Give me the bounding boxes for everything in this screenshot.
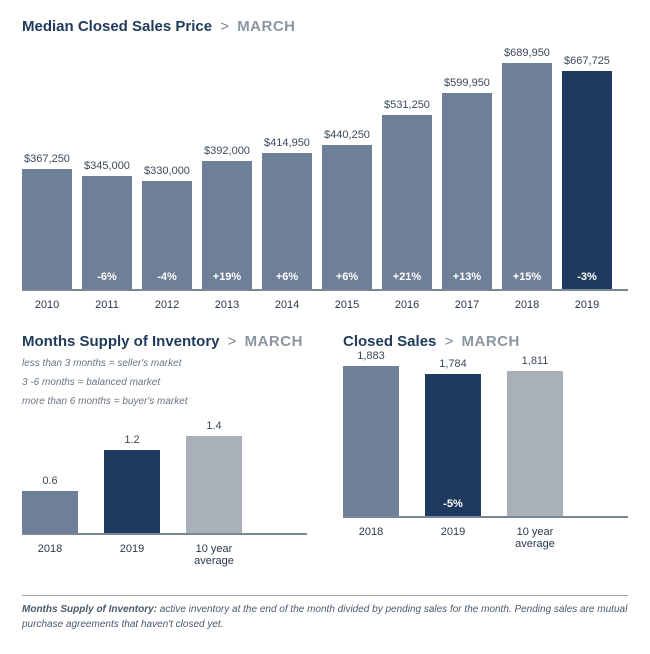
bar: -4% [142, 181, 192, 289]
value-label: 0.6 [42, 475, 57, 487]
x-label: 2010 [22, 299, 72, 311]
x-label: 2018 [22, 543, 78, 567]
x-label: 2019 [104, 543, 160, 567]
bar: +19% [202, 161, 252, 289]
bar-col: $440,250 +6% [322, 129, 372, 289]
bar-col: 1,784 -5% [425, 358, 481, 516]
bar: +6% [322, 145, 372, 289]
x-label: 2019 [562, 299, 612, 311]
bar: -6% [82, 176, 132, 289]
median-price-chart: $367,250 $345,000 -6% $330,000 -4% $392,000 +1… [22, 49, 628, 311]
bar-col: 0.6 [22, 475, 78, 533]
bar-pct-label: +13% [442, 271, 492, 283]
value-label: 1,883 [357, 350, 385, 362]
bar: -5% [425, 374, 481, 516]
value-label: $345,000 [84, 160, 130, 172]
bar [343, 366, 399, 516]
x-label: 2017 [442, 299, 492, 311]
inventory-title-sep: > [228, 333, 237, 350]
inventory-sub3: more than 6 months = buyer's market [22, 394, 307, 409]
bar-pct-label: -6% [82, 271, 132, 283]
bar [104, 450, 160, 533]
x-label: 2016 [382, 299, 432, 311]
bar-pct-label: -5% [425, 498, 481, 510]
x-label: 2012 [142, 299, 192, 311]
bar: -3% [562, 71, 612, 289]
bar-pct-label: -4% [142, 271, 192, 283]
value-label: 1,811 [522, 355, 549, 367]
inventory-title: Months Supply of Inventory > MARCH [22, 333, 307, 350]
bar-col: $531,250 +21% [382, 99, 432, 289]
bar [22, 169, 72, 289]
bar-col: $367,250 [22, 153, 72, 289]
value-label: $531,250 [384, 99, 430, 111]
inventory-title-b: MARCH [245, 333, 303, 350]
inventory-sub1: less than 3 months = seller's market [22, 356, 307, 371]
bar-col: $392,000 +19% [202, 145, 252, 289]
divider [22, 595, 628, 596]
bar: +21% [382, 115, 432, 289]
value-label: 1.4 [206, 420, 221, 432]
value-label: 1.2 [124, 434, 139, 446]
main-title-b: MARCH [237, 18, 295, 35]
main-title-sep: > [220, 18, 229, 35]
closed-panel: Closed Sales > MARCH 1,883 1,784 -5% 1,811 2… [343, 333, 628, 567]
value-label: $440,250 [324, 129, 370, 141]
value-label: $367,250 [24, 153, 70, 165]
bar-pct-label: +6% [262, 271, 312, 283]
inventory-sub2: 3 -6 months = balanced market [22, 375, 307, 390]
x-label: 2018 [502, 299, 552, 311]
value-label: $667,725 [564, 55, 610, 67]
footnote: Months Supply of Inventory: active inven… [22, 602, 628, 632]
bar: +13% [442, 93, 492, 289]
bar: +15% [502, 63, 552, 289]
closed-title-sep: > [445, 333, 454, 350]
bar [22, 491, 78, 533]
bar-pct-label: +6% [322, 271, 372, 283]
value-label: $392,000 [204, 145, 250, 157]
x-label: 10 yearaverage [507, 526, 563, 550]
value-label: $689,950 [504, 47, 550, 59]
bar-col: 1.2 [104, 434, 160, 533]
x-label: 2014 [262, 299, 312, 311]
x-label: 10 yearaverage [186, 543, 242, 567]
value-label: $599,950 [444, 77, 490, 89]
inventory-title-a: Months Supply of Inventory [22, 333, 220, 350]
bar [507, 371, 563, 516]
bar-col: 1.4 [186, 420, 242, 533]
bar-col: $330,000 -4% [142, 165, 192, 289]
bar-col: $689,950 +15% [502, 47, 552, 289]
x-label: 2018 [343, 526, 399, 550]
bar-col: $414,950 +6% [262, 137, 312, 289]
value-label: 1,784 [439, 358, 467, 370]
value-label: $414,950 [264, 137, 310, 149]
bar-pct-label: +15% [502, 271, 552, 283]
closed-title: Closed Sales > MARCH [343, 333, 628, 350]
inventory-panel: Months Supply of Inventory > MARCH less … [22, 333, 307, 567]
bar-col: 1,883 [343, 350, 399, 516]
bar-col: $345,000 -6% [82, 160, 132, 289]
inventory-chart: 0.6 1.2 1.4 2018 2019 10 yearaverage [22, 415, 307, 567]
bar-pct-label: +21% [382, 271, 432, 283]
x-label: 2015 [322, 299, 372, 311]
bar-col: $599,950 +13% [442, 77, 492, 289]
bar-pct-label: -3% [562, 271, 612, 283]
main-chart-title: Median Closed Sales Price > MARCH [22, 18, 628, 35]
x-label: 2019 [425, 526, 481, 550]
bar: +6% [262, 153, 312, 289]
bar-col: 1,811 [507, 355, 563, 516]
value-label: $330,000 [144, 165, 190, 177]
x-label: 2011 [82, 299, 132, 311]
bar-col: $667,725 -3% [562, 55, 612, 289]
bar [186, 436, 242, 533]
main-title-a: Median Closed Sales Price [22, 18, 212, 35]
bar-pct-label: +19% [202, 271, 252, 283]
closed-title-a: Closed Sales [343, 333, 436, 350]
closed-sales-chart: 1,8831,784-5%1,8112018201910 yearaverage [343, 356, 628, 550]
x-label: 2013 [202, 299, 252, 311]
closed-title-b: MARCH [462, 333, 520, 350]
footnote-bold: Months Supply of Inventory: [22, 604, 157, 615]
